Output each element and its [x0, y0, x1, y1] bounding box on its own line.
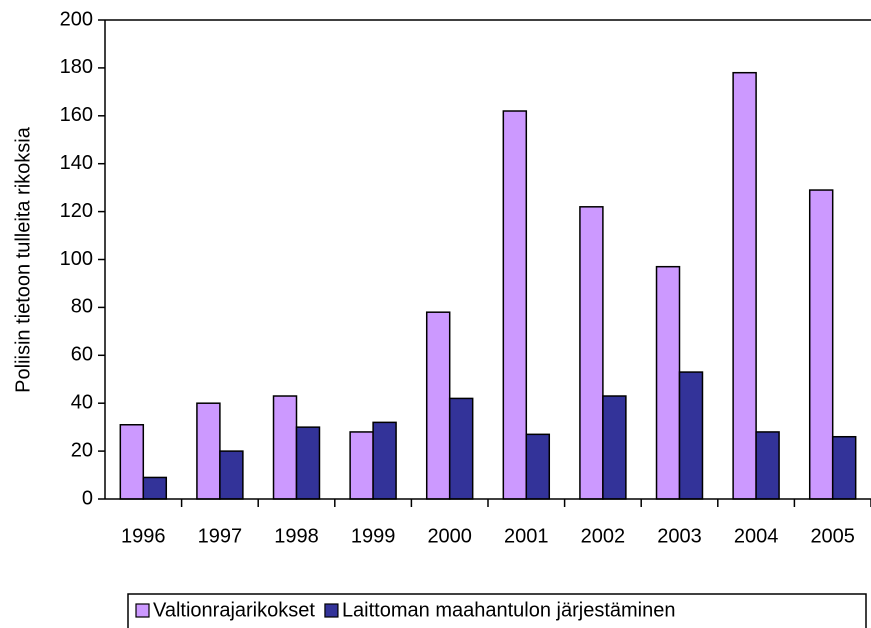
x-tick-label: 2000 [427, 525, 472, 547]
legend-label: Valtionrajarikokset [153, 599, 315, 621]
y-axis-label: Poliisin tietoon tulleita rikoksia [12, 126, 34, 393]
bar [732, 71, 757, 500]
bar [678, 371, 704, 500]
bar [372, 421, 397, 500]
bar [219, 450, 244, 500]
bar [119, 424, 145, 500]
bar [579, 206, 604, 500]
y-tick-label: 140 [60, 152, 93, 174]
y-tick-label: 200 [60, 8, 93, 30]
bar [425, 311, 451, 500]
x-tick-label: 2002 [581, 525, 626, 547]
x-tick-label: 2003 [657, 525, 702, 547]
x-tick-label: 1999 [351, 525, 396, 547]
legend-swatch [135, 603, 150, 618]
legend-box [127, 593, 867, 628]
bar [448, 397, 474, 500]
x-tick-label: 1998 [274, 525, 319, 547]
y-tick-label: 80 [71, 296, 93, 318]
bar [602, 395, 627, 500]
bar [525, 433, 551, 500]
x-tick-label: 2005 [810, 525, 855, 547]
bar [808, 189, 834, 500]
bar [295, 426, 321, 500]
bar [272, 395, 298, 500]
bar [655, 265, 681, 500]
y-tick-label: 180 [60, 56, 93, 78]
legend-label: Laittoman maahantulon järjestäminen [342, 599, 676, 621]
x-tick-label: 2001 [504, 525, 549, 547]
bar [831, 435, 857, 500]
y-tick-label: 120 [60, 200, 93, 222]
y-tick-label: 60 [71, 344, 93, 366]
y-tick-label: 40 [71, 391, 93, 413]
y-tick-label: 0 [82, 487, 93, 509]
legend: Valtionrajarikokset Laittoman maahantulon… [127, 593, 867, 628]
x-tick-label: 1996 [121, 525, 166, 547]
x-tick-label: 2004 [734, 525, 779, 547]
bar [196, 402, 221, 500]
legend-swatch [324, 603, 339, 618]
bar [502, 110, 528, 500]
y-tick-label: 100 [60, 248, 93, 270]
bar [349, 431, 374, 500]
bar [755, 431, 780, 500]
x-tick-label: 1997 [198, 525, 243, 547]
y-tick-label: 160 [60, 104, 93, 126]
bar [142, 476, 168, 500]
y-tick-label: 20 [71, 439, 93, 461]
